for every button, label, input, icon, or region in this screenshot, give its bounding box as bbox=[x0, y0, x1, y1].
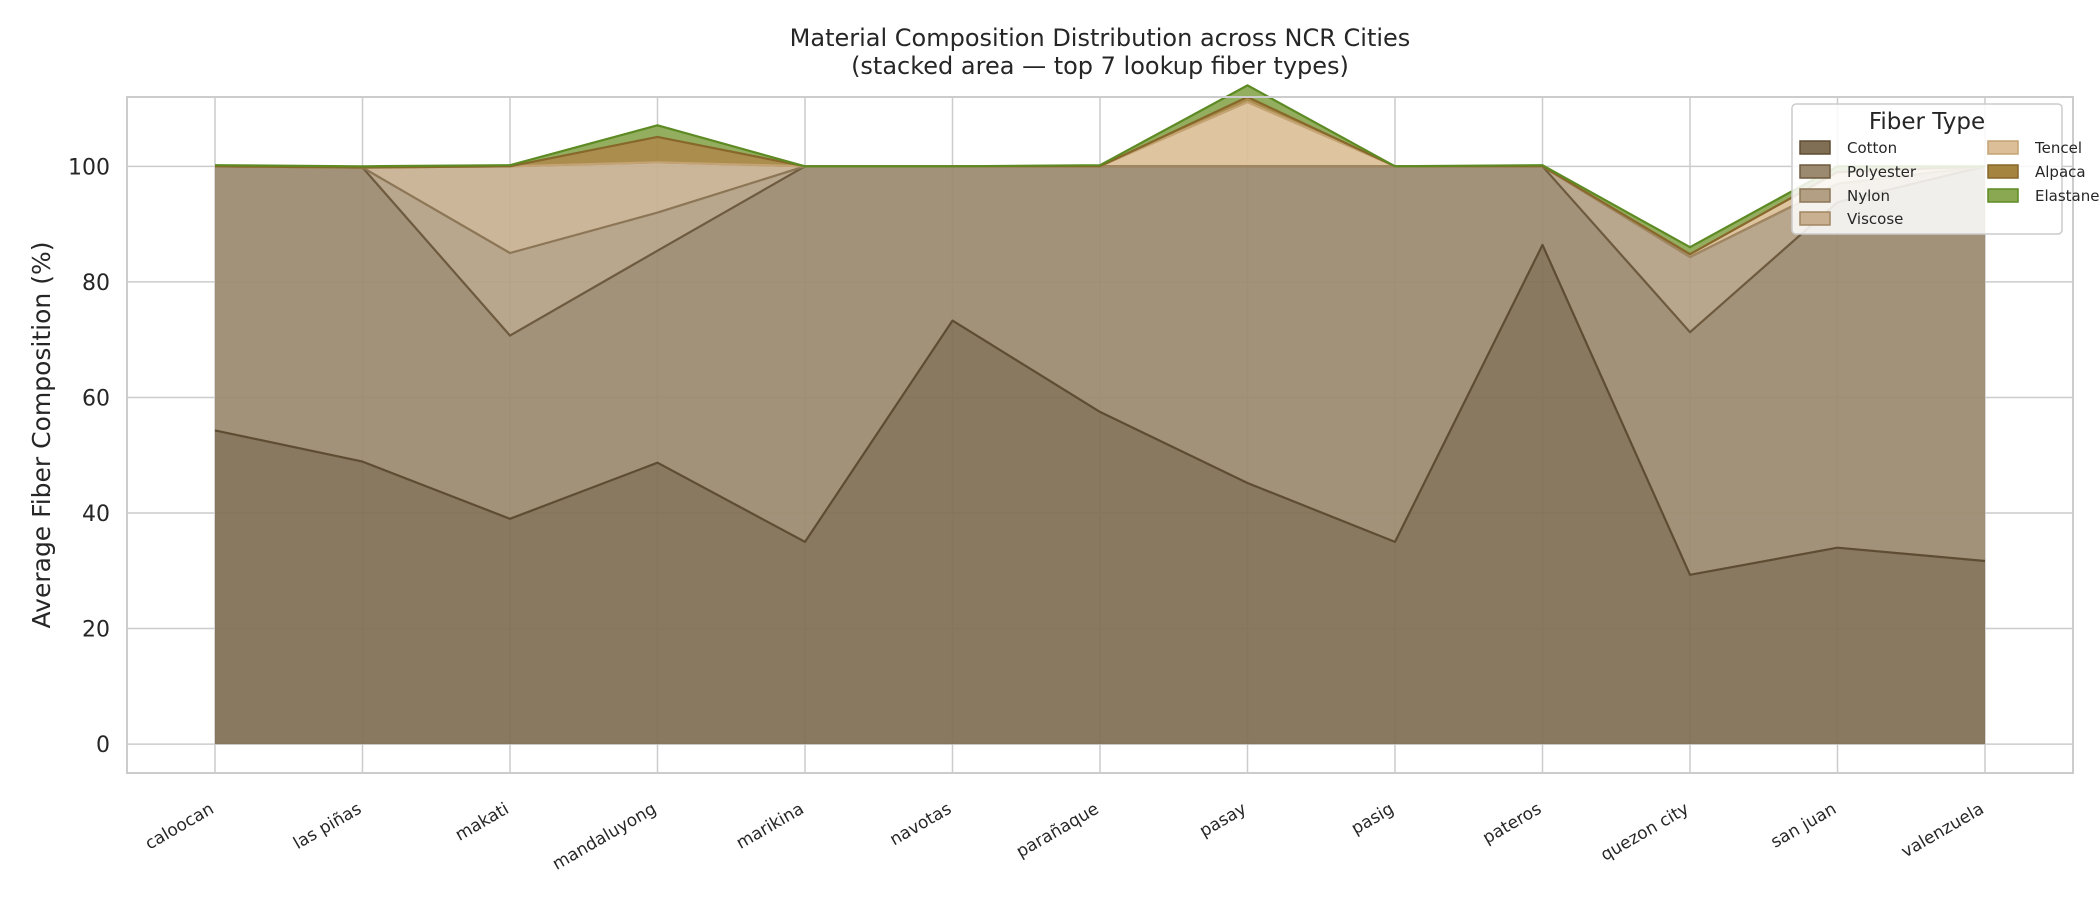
legend-swatch-cotton bbox=[1799, 140, 1831, 155]
legend-label-tencel: Tencel bbox=[2034, 139, 2082, 157]
legend: Fiber Type Cotton Polyester Nylon Viscose Te… bbox=[1791, 103, 2099, 235]
legend-swatch-alpaca bbox=[1987, 164, 2019, 179]
legend-label-viscose: Viscose bbox=[1847, 210, 1903, 228]
line-elastane bbox=[214, 84, 1985, 249]
legend-label-polyester: Polyester bbox=[1847, 163, 1917, 181]
area-cotton bbox=[215, 244, 1985, 745]
legend-label-nylon: Nylon bbox=[1847, 187, 1890, 205]
plot-frame bbox=[126, 96, 2074, 774]
legend-swatch-polyester bbox=[1799, 164, 1831, 179]
line-cotton bbox=[214, 243, 1986, 576]
area-nylon bbox=[215, 166, 1985, 336]
legend-swatch-tencel bbox=[1987, 140, 2019, 155]
y-axis-ticks: 0 20 40 60 80 100 bbox=[68, 155, 110, 758]
y-axis-label: Average Fiber Composition (%) bbox=[27, 242, 56, 629]
y-tick-label: 20 bbox=[82, 618, 110, 643]
area-polyester bbox=[215, 166, 1985, 575]
area-viscose bbox=[215, 162, 1985, 257]
y-tick-label: 100 bbox=[68, 155, 110, 180]
y-tick-label: 60 bbox=[82, 386, 110, 411]
chart-title-line1: Material Composition Distribution across… bbox=[790, 24, 1411, 52]
legend-title: Fiber Type bbox=[1869, 109, 1985, 135]
legend-label-alpaca: Alpaca bbox=[2035, 163, 2086, 181]
legend-label-cotton: Cotton bbox=[1847, 139, 1897, 157]
y-tick-label: 0 bbox=[96, 733, 110, 758]
legend-label-elastane: Elastane bbox=[2035, 187, 2099, 205]
area-elastane bbox=[215, 85, 1985, 255]
y-tick-label: 40 bbox=[82, 502, 110, 527]
legend-swatch-nylon bbox=[1799, 188, 1831, 203]
series-lines bbox=[214, 84, 1986, 576]
y-tick-label: 80 bbox=[82, 271, 110, 296]
legend-swatch-viscose bbox=[1799, 211, 1831, 226]
chart-title-line2: (stacked area — top 7 lookup fiber types… bbox=[851, 52, 1349, 80]
area-series bbox=[215, 85, 1985, 745]
legend-swatch-elastane bbox=[1987, 188, 2019, 203]
